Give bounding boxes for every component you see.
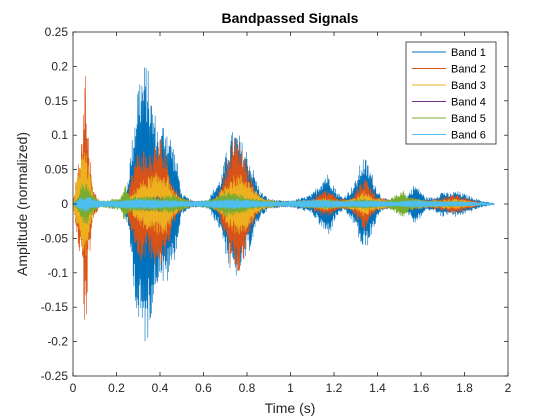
y-tick-label: -0.15 [41, 300, 69, 314]
legend-entry-label: Band 2 [451, 64, 486, 76]
legend-entry-label: Band 6 [451, 130, 486, 142]
y-tick-label: 0.1 [51, 128, 68, 142]
x-tick-label: 0.8 [239, 381, 256, 395]
x-tick-label: 1 [287, 381, 294, 395]
x-tick-label: 0.2 [108, 381, 125, 395]
y-tick-label: 0.05 [45, 163, 69, 177]
x-tick-label: 1.4 [369, 381, 386, 395]
legend: Band 1 Band 2 Band 3 Band 4 Band 5 Band 6 [405, 41, 497, 145]
legend-entry-label: Band 4 [451, 97, 486, 109]
series-line-band-6 [72, 196, 495, 212]
series-layer [72, 67, 495, 342]
y-tick-label: 0.25 [45, 25, 69, 39]
y-tick-label: -0.05 [41, 231, 69, 245]
y-tick-label: 0.15 [45, 94, 69, 108]
x-tick-label: 2 [505, 381, 512, 395]
legend-entry-label: Band 1 [451, 47, 486, 59]
y-tick-label: 0.2 [51, 59, 68, 73]
legend-entry-label: Band 5 [451, 113, 486, 125]
x-tick-label: 0.4 [152, 381, 169, 395]
y-tick-label: -0.2 [47, 335, 68, 349]
legend-entry-label: Band 3 [451, 80, 486, 92]
x-axis-label: Time (s) [265, 400, 316, 416]
chart-title: Bandpassed Signals [222, 10, 359, 26]
y-tick-label: -0.25 [41, 369, 69, 383]
legend-box [405, 41, 497, 145]
series-line-band-1 [72, 67, 495, 342]
y-tick-label: 0 [61, 197, 68, 211]
x-tick-label: 1.6 [413, 381, 430, 395]
y-tick-label: -0.1 [47, 266, 68, 280]
tick-layer: 0 0.2 0.4 0.6 0.8 1 1.2 1.4 1.6 1.8 2 -0.25 -0.2 -0.1… [41, 25, 512, 395]
x-tick-label: 0 [70, 381, 77, 395]
x-tick-label: 1.2 [326, 381, 343, 395]
y-axis-label: Amplitude (normalized) [14, 132, 30, 276]
x-tick-label: 1.8 [456, 381, 473, 395]
x-tick-label: 0.6 [195, 381, 212, 395]
